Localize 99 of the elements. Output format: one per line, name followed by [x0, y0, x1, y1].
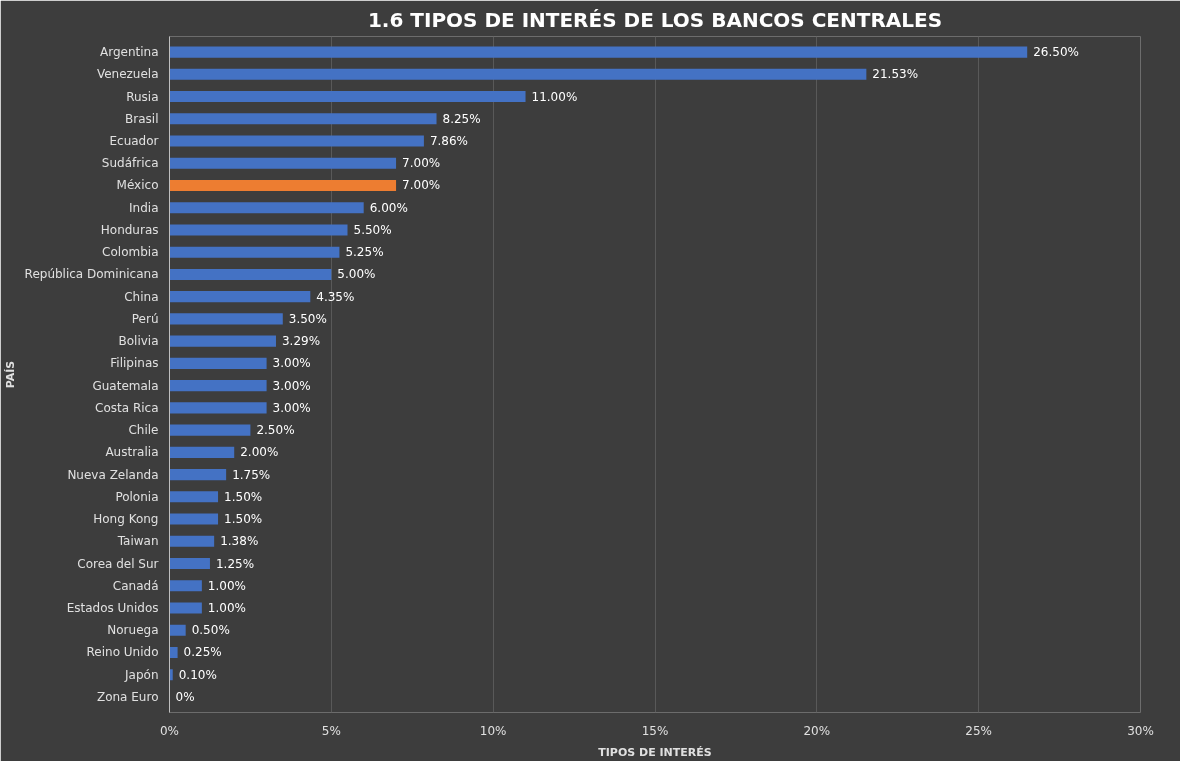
x-tick-label: 5% [321, 723, 341, 738]
data-label: 5.50% [353, 222, 392, 237]
data-label: 3.50% [288, 311, 327, 326]
x-tick-label: 10% [479, 723, 507, 738]
bar [169, 157, 397, 169]
data-label: 4.35% [316, 289, 355, 304]
data-label: 7.86% [429, 134, 469, 149]
data-label: 3.00% [272, 400, 311, 415]
y-tick-label: Taiwan [116, 534, 159, 549]
x-tick-label: 25% [965, 723, 992, 738]
data-label: 26.50% [1033, 45, 1079, 60]
y-tick-label: Guatemala [92, 378, 159, 393]
data-label: 1.25% [215, 556, 255, 571]
y-axis-title: PAÍS [3, 360, 17, 389]
y-tick-label: República Dominicana [24, 267, 159, 282]
y-tick-label: Reino Unido [86, 645, 159, 660]
bar [169, 557, 210, 570]
x-tick-label: 30% [1127, 723, 1154, 738]
bar [169, 669, 173, 681]
bar [169, 179, 397, 192]
bar [169, 357, 267, 369]
y-tick-label: Rusia [126, 89, 159, 104]
bar [169, 135, 424, 147]
y-tick-label: Australia [105, 445, 159, 460]
y-tick-label: China [124, 289, 159, 304]
y-tick-label: Ecuador [109, 134, 159, 149]
y-tick-label: Honduras [100, 222, 159, 237]
data-label: 1.50% [224, 489, 263, 504]
y-tick-label: Polonia [115, 489, 159, 504]
y-tick-label: Sudáfrica [101, 156, 159, 171]
data-label: 1.75% [232, 467, 271, 482]
bar [169, 268, 332, 280]
data-label: 3.29% [281, 334, 321, 349]
y-tick-label: México [116, 178, 159, 193]
data-label: 0.25% [183, 645, 222, 660]
data-label: 2.50% [256, 423, 295, 438]
data-label: 8.25% [442, 111, 481, 126]
data-label: 0% [175, 689, 195, 704]
bar [169, 402, 267, 414]
data-label: 11.00% [531, 89, 578, 104]
bar [169, 491, 219, 503]
data-label: 3.00% [272, 356, 311, 371]
bar [169, 469, 227, 481]
bar [169, 246, 340, 258]
data-label: 5.25% [345, 245, 384, 260]
bar [169, 646, 178, 659]
y-tick-label: Bolivia [118, 334, 159, 349]
bar [169, 335, 276, 347]
bar [169, 224, 348, 236]
data-label: 2.00% [240, 445, 279, 460]
data-label: 0.10% [178, 667, 217, 682]
x-tick-label: 0% [159, 723, 180, 738]
data-label: 7.00% [402, 156, 441, 171]
bar [169, 90, 526, 103]
y-tick-label: Perú [131, 311, 159, 326]
data-label: 5.00% [337, 267, 376, 282]
y-tick-label: Brasil [125, 111, 159, 126]
bar [169, 313, 283, 325]
y-tick-label: Estados Unidos [66, 600, 159, 615]
bar [169, 113, 437, 125]
bar [169, 580, 202, 592]
bar [169, 291, 311, 303]
bar [169, 46, 1028, 58]
y-tick-label: Colombia [102, 245, 159, 260]
data-label: 21.53% [872, 67, 919, 82]
y-tick-label: Nueva Zelanda [67, 467, 159, 482]
y-tick-label: Japón [124, 667, 159, 682]
bar [169, 624, 186, 636]
y-tick-label: Corea del Sur [77, 556, 159, 571]
y-tick-label: Filipinas [110, 356, 159, 371]
x-axis-title: TIPOS DE INTERÉS [598, 745, 712, 759]
y-tick-label: Noruega [107, 623, 159, 638]
bar [169, 380, 267, 392]
bar [169, 446, 235, 458]
y-tick-label: Canadá [112, 578, 159, 593]
data-label: 3.00% [272, 378, 311, 393]
y-tick-label: India [129, 200, 159, 215]
bar [169, 424, 251, 436]
bar [169, 535, 215, 547]
bar [169, 602, 202, 614]
y-tick-label: Costa Rica [95, 400, 159, 415]
data-label: 1.38% [220, 534, 259, 549]
chart-title: 1.6 TIPOS DE INTERÉS DE LOS BANCOS CENTRALES [367, 7, 943, 32]
y-tick-label: Chile [128, 423, 159, 438]
y-tick-label: Zona Euro [96, 689, 159, 704]
bar [169, 68, 867, 80]
data-label: 7.00% [402, 178, 441, 193]
data-label: 1.50% [224, 512, 263, 527]
data-label: 0.50% [191, 623, 230, 638]
y-tick-label: Argentina [99, 45, 159, 60]
y-tick-label: Hong Kong [93, 512, 159, 527]
bar [169, 513, 219, 525]
data-label: 1.00% [207, 578, 246, 593]
data-label: 1.00% [207, 600, 246, 615]
x-tick-label: 15% [641, 723, 669, 738]
x-tick-label: 20% [803, 723, 831, 738]
data-label: 6.00% [369, 200, 408, 215]
y-tick-label: Venezuela [96, 67, 159, 82]
bar [169, 202, 364, 214]
